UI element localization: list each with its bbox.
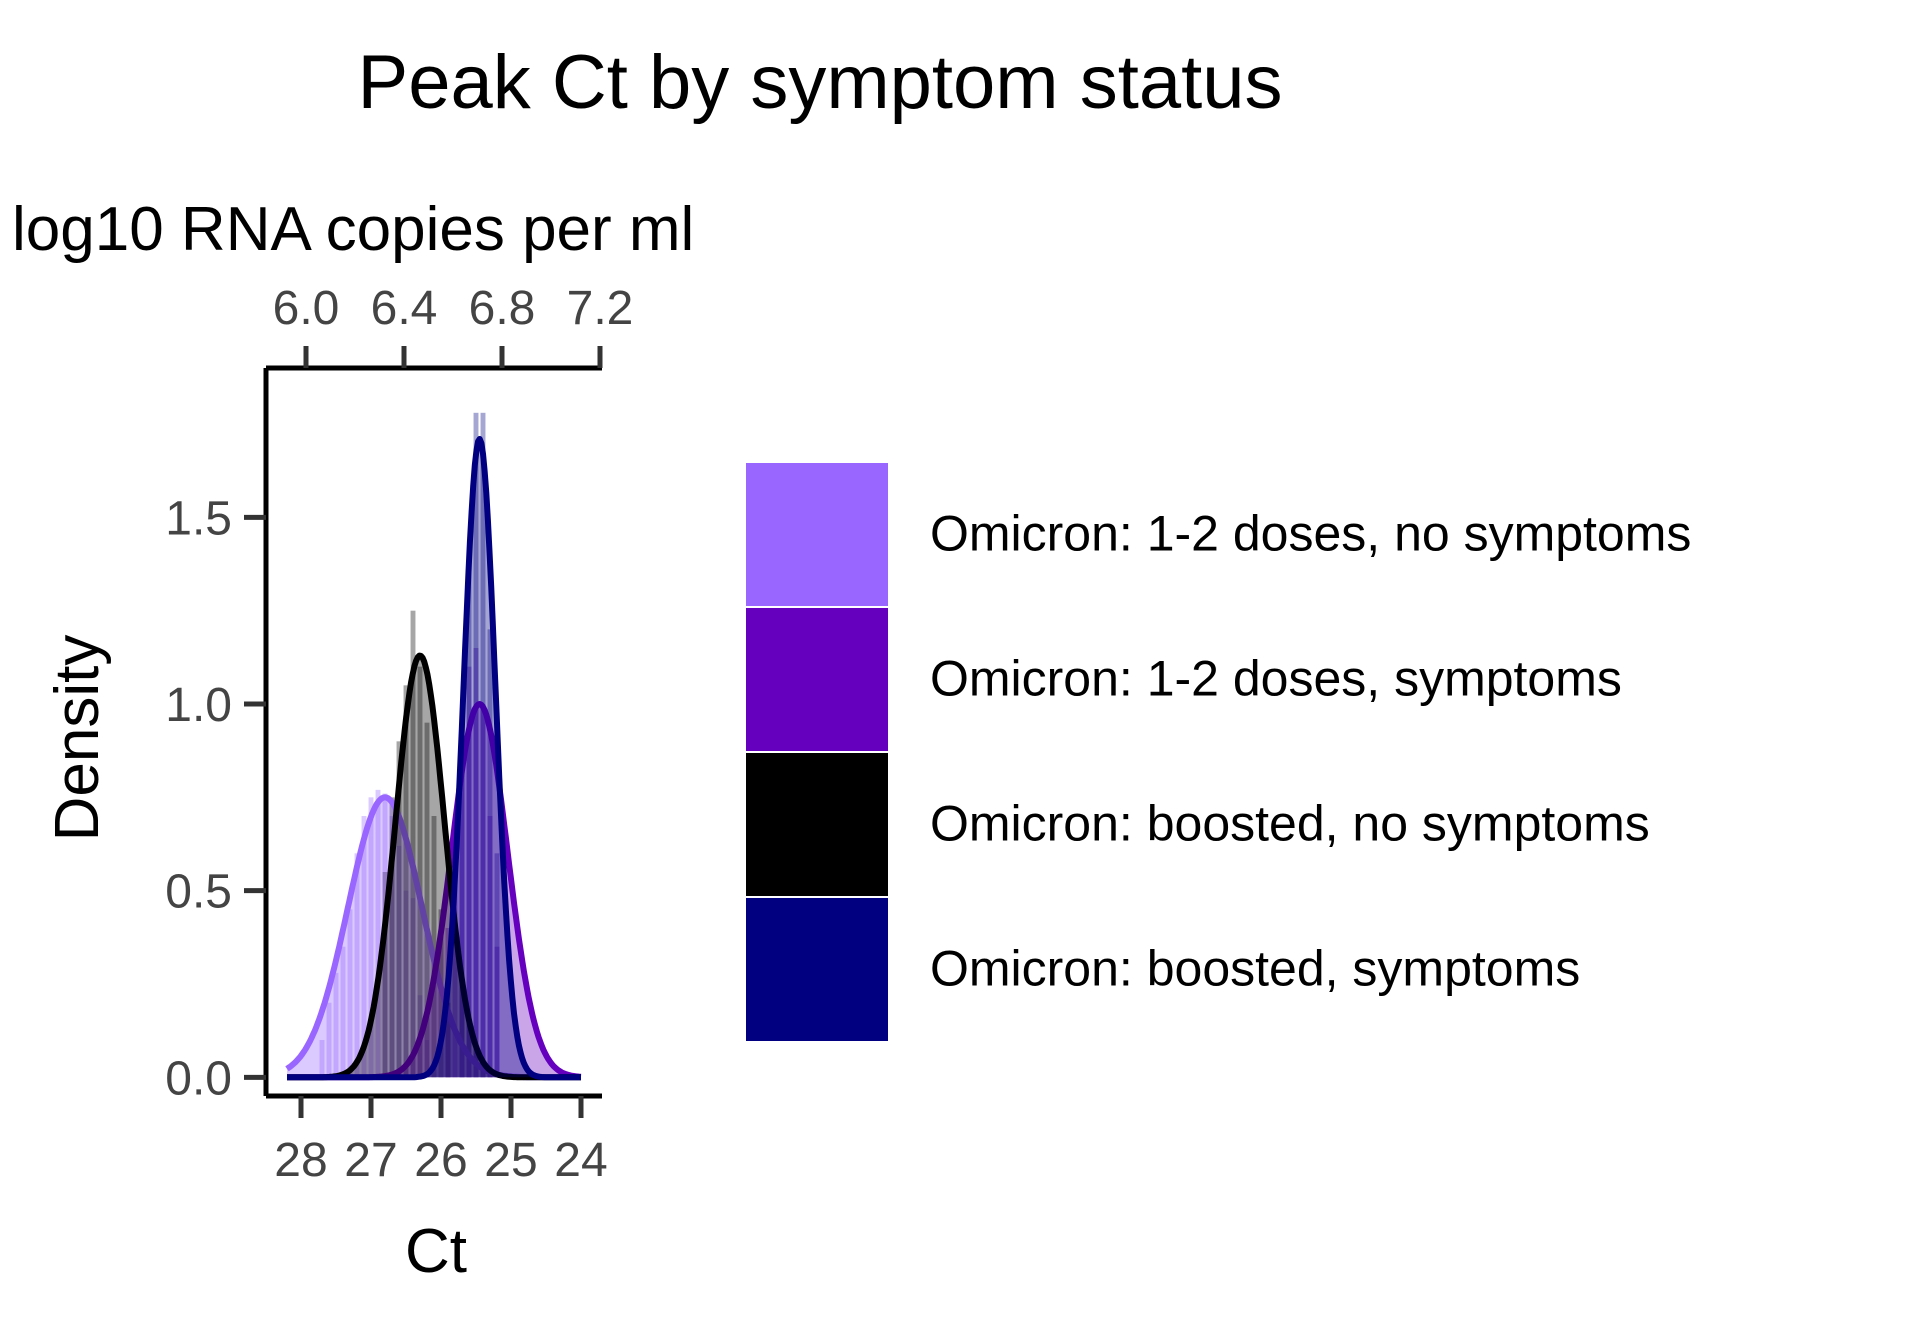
histogram-bar bbox=[424, 1040, 430, 1078]
histogram-bar bbox=[340, 946, 346, 1078]
legend-label: Omicron: 1-2 doses, symptoms bbox=[930, 651, 1622, 707]
histogram-bar bbox=[459, 741, 465, 1078]
histogram-bar bbox=[445, 1002, 451, 1078]
histogram-bar bbox=[410, 610, 416, 1078]
histogram-bar bbox=[480, 412, 486, 1078]
histogram-bar bbox=[333, 972, 339, 1078]
legend-label: Omicron: boosted, symptoms bbox=[930, 941, 1580, 997]
histogram-bar bbox=[389, 797, 395, 1078]
histogram-bar bbox=[354, 853, 360, 1078]
histogram-bar bbox=[382, 872, 388, 1078]
legend-key-2 bbox=[744, 751, 890, 898]
histogram-bar bbox=[473, 648, 479, 1078]
histogram-bar bbox=[347, 909, 353, 1078]
histogram-bar bbox=[361, 816, 367, 1078]
legend-key-1 bbox=[744, 606, 890, 753]
y-axis-title: Density bbox=[43, 635, 112, 842]
x-tick-label: 25 bbox=[484, 1134, 537, 1187]
y-tick-label: 1.5 bbox=[165, 492, 232, 545]
density-area-1 bbox=[287, 704, 581, 1078]
legend-label: Omicron: boosted, no symptoms bbox=[930, 796, 1650, 852]
histogram-bar bbox=[480, 704, 486, 1078]
histogram-bar bbox=[389, 816, 395, 1078]
histogram-bar bbox=[431, 816, 437, 1078]
histogram-bar bbox=[403, 685, 409, 1078]
secondary-x-tick-label: 6.4 bbox=[371, 282, 438, 335]
histogram-bar bbox=[424, 722, 430, 1078]
histogram-bar bbox=[403, 890, 409, 1078]
density-area-0 bbox=[287, 797, 581, 1078]
x-tick-label: 28 bbox=[274, 1134, 327, 1187]
density-area-2 bbox=[287, 655, 581, 1078]
histogram-bar bbox=[326, 1002, 332, 1078]
histogram-bar bbox=[396, 845, 402, 1078]
secondary-x-tick-label: 7.2 bbox=[567, 282, 634, 335]
legend: Omicron: 1-2 doses, no symptoms Omicron: … bbox=[744, 461, 1691, 1043]
secondary-x-tick-label: 6.8 bbox=[469, 282, 536, 335]
histogram-bar bbox=[487, 629, 493, 1078]
histogram-bar bbox=[368, 797, 374, 1078]
secondary-x-axis-title: log10 RNA copies per ml bbox=[12, 195, 694, 264]
histogram-series-3 bbox=[459, 412, 500, 1078]
x-tick-label: 24 bbox=[554, 1134, 607, 1187]
density-curve-3 bbox=[285, 436, 583, 1081]
histogram-bar bbox=[466, 554, 472, 1078]
plot-area bbox=[285, 412, 583, 1081]
histogram-bar bbox=[319, 1040, 325, 1078]
legend-label: Omicron: 1-2 doses, no symptoms bbox=[930, 506, 1691, 562]
histogram-bar bbox=[417, 666, 423, 1078]
histogram-bar bbox=[452, 853, 458, 1078]
histogram-bar bbox=[473, 412, 479, 1078]
x-tick-label: 27 bbox=[344, 1134, 397, 1187]
x-tick-label: 26 bbox=[414, 1134, 467, 1187]
secondary-x-tick-label: 6.0 bbox=[273, 282, 340, 335]
legend-key-3 bbox=[744, 896, 890, 1043]
legend-key-0 bbox=[744, 461, 890, 608]
histogram-bar bbox=[494, 946, 500, 1078]
histogram-bar bbox=[375, 789, 381, 1078]
histogram-bar bbox=[410, 898, 416, 1078]
histogram-bar bbox=[494, 853, 500, 1078]
y-tick-label: 0.0 bbox=[165, 1052, 232, 1105]
x-axis-title: Ct bbox=[405, 1217, 467, 1286]
histogram-bar bbox=[466, 666, 472, 1078]
axes: 0.0 0.5 1.0 1.5 28 27 26 25 24 6.0 6.4 6.8 7.2 bbox=[165, 282, 633, 1187]
histogram-bar bbox=[487, 816, 493, 1078]
histogram-bar bbox=[459, 760, 465, 1078]
chart-title: Peak Ct by symptom status bbox=[358, 40, 1283, 125]
y-tick-label: 1.0 bbox=[165, 679, 232, 732]
y-tick-label: 0.5 bbox=[165, 866, 232, 919]
histogram-bar bbox=[396, 741, 402, 1078]
